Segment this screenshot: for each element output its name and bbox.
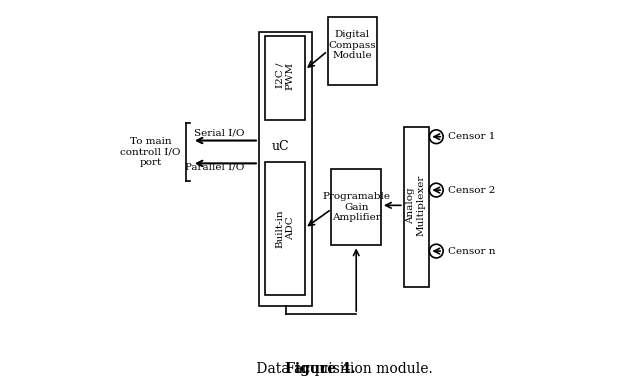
Text: Censor n: Censor n (448, 247, 495, 256)
Text: Analog
Multiplexer: Analog Multiplexer (406, 175, 426, 236)
Text: Figure 4.: Figure 4. (285, 362, 355, 376)
Text: Parallel I/O: Parallel I/O (186, 163, 245, 172)
Text: Digital
Compass
Module: Digital Compass Module (328, 30, 376, 60)
FancyBboxPatch shape (259, 32, 312, 306)
FancyBboxPatch shape (265, 36, 305, 119)
Text: To main
controll I/O
port: To main controll I/O port (120, 137, 180, 167)
Text: Programable
Gain
Amplifier: Programable Gain Amplifier (322, 192, 390, 222)
Text: I2C /
PWM: I2C / PWM (275, 62, 294, 90)
Text: Censor 2: Censor 2 (448, 185, 495, 195)
Text: uC: uC (271, 140, 289, 153)
Text: Censor 1: Censor 1 (448, 132, 495, 141)
Text: Serial I/O: Serial I/O (194, 128, 244, 137)
Text: Built-in
ADC: Built-in ADC (275, 209, 294, 248)
FancyBboxPatch shape (332, 169, 381, 245)
FancyBboxPatch shape (404, 127, 429, 287)
FancyBboxPatch shape (265, 162, 305, 295)
Text: Data acquisition module.: Data acquisition module. (252, 362, 433, 376)
FancyBboxPatch shape (328, 17, 377, 85)
